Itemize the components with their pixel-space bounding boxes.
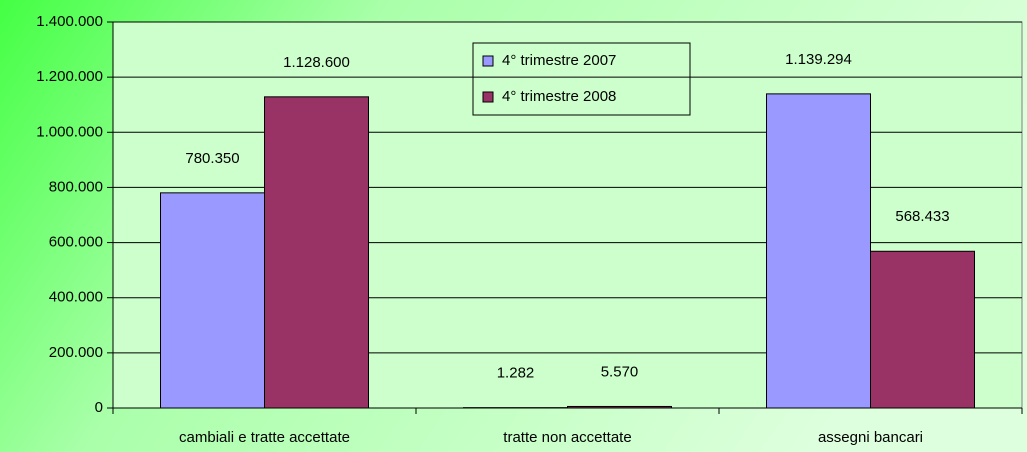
y-tick-label: 200.000 xyxy=(49,344,103,361)
y-tick-label: 1.000.000 xyxy=(36,123,103,140)
value-label: 1.128.600 xyxy=(283,54,350,71)
x-tick-label: cambiali e tratte accettate xyxy=(179,429,350,446)
x-tick-label: assegni bancari xyxy=(818,429,923,446)
y-tick-label: 800.000 xyxy=(49,178,103,195)
value-label: 780.350 xyxy=(185,150,239,167)
bar xyxy=(567,405,672,409)
legend: 4° trimestre 2007 4° trimestre 2008 xyxy=(472,42,691,116)
value-label: 1.282 xyxy=(497,365,535,382)
y-tick-label: 1.200.000 xyxy=(36,68,103,85)
legend-label: 4° trimestre 2007 xyxy=(502,52,616,69)
x-tick-label: tratte non accettate xyxy=(503,429,631,446)
bar xyxy=(766,93,871,409)
legend-label: 4° trimestre 2008 xyxy=(502,88,616,105)
value-label: 1.139.294 xyxy=(785,51,852,68)
y-tick-label: 400.000 xyxy=(49,289,103,306)
y-tick-label: 1.400.000 xyxy=(36,13,103,30)
y-tick-label: 0 xyxy=(95,399,103,416)
value-label: 568.433 xyxy=(895,208,949,225)
value-label: 5.570 xyxy=(601,363,639,380)
legend-swatch xyxy=(482,55,494,67)
bar xyxy=(160,192,265,409)
legend-swatch xyxy=(482,91,494,103)
y-tick-label: 600.000 xyxy=(49,234,103,251)
bar xyxy=(870,250,975,409)
bar xyxy=(264,96,369,409)
legend-box xyxy=(472,42,691,116)
